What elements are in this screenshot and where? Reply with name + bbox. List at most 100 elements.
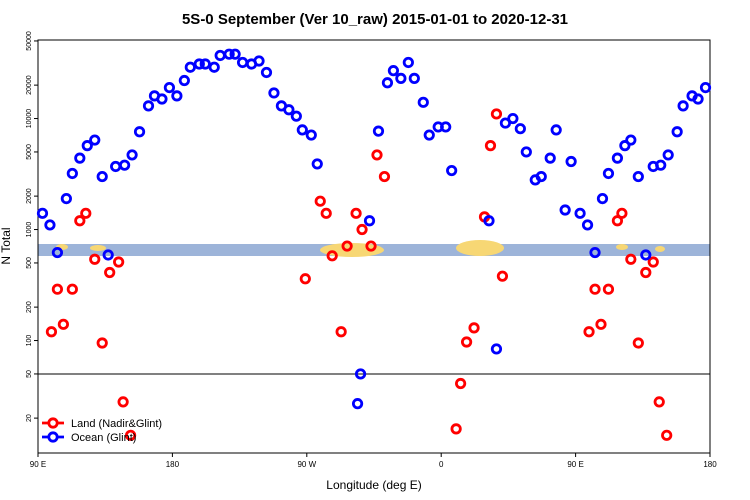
data-point <box>460 336 473 348</box>
data-point <box>341 240 353 252</box>
data-point <box>81 140 93 152</box>
data-point <box>89 253 101 265</box>
data-point <box>446 164 458 177</box>
y-tick-label: 1000 <box>26 222 33 238</box>
data-point <box>163 81 176 94</box>
data-point <box>350 207 362 219</box>
y-tick-label: 5000 <box>26 144 33 160</box>
data-point <box>535 170 547 183</box>
data-point <box>113 256 125 268</box>
x-tick-label: 90 E <box>30 460 46 469</box>
data-point <box>450 423 462 435</box>
data-point <box>214 49 226 62</box>
data-point <box>104 266 116 279</box>
data-point <box>171 90 183 102</box>
data-point <box>640 249 652 261</box>
data-point <box>395 72 407 84</box>
data-point <box>596 192 609 205</box>
y-tick-label: 50 <box>26 370 33 378</box>
data-point <box>102 249 114 261</box>
x-tick-label: 180 <box>166 460 180 469</box>
data-point <box>124 429 137 441</box>
y-tick-label: 100 <box>26 335 33 347</box>
data-point <box>314 195 326 207</box>
y-tick-label: 200 <box>26 301 33 313</box>
data-point <box>89 134 101 146</box>
x-tick-label: 0 <box>439 460 444 469</box>
data-point <box>326 250 338 262</box>
data-point <box>96 170 108 183</box>
data-point <box>208 61 220 73</box>
data-point <box>296 124 308 136</box>
data-point <box>268 87 280 99</box>
data-point <box>356 223 368 236</box>
chart-title: 5S-0 September (Ver 10_raw) 2015-01-01 t… <box>182 11 568 28</box>
data-point <box>423 129 435 141</box>
data-point <box>490 108 503 120</box>
data-point <box>193 58 205 70</box>
data-point <box>408 72 420 84</box>
data-point <box>583 326 595 338</box>
data-point <box>354 368 367 380</box>
data-point <box>619 140 631 152</box>
y-tick-label: 50000 <box>26 31 33 51</box>
data-point <box>133 126 146 138</box>
data-point <box>544 152 556 164</box>
data-point <box>653 396 665 408</box>
data-point <box>550 124 562 136</box>
data-point <box>496 270 509 282</box>
data-point <box>119 159 131 171</box>
data-point <box>80 207 92 219</box>
data-point <box>484 140 497 152</box>
data-point <box>305 129 317 141</box>
data-point <box>57 318 69 330</box>
data-point <box>335 326 347 338</box>
data-point <box>640 266 652 279</box>
legend-marker <box>47 417 59 429</box>
data-point <box>602 283 615 295</box>
data-point <box>455 377 467 390</box>
data-point <box>468 322 480 334</box>
data-point <box>110 160 122 173</box>
data-point <box>236 56 249 69</box>
data-point <box>671 126 683 138</box>
plot-frame <box>37 39 711 454</box>
data-point <box>490 343 503 355</box>
data-point <box>655 159 667 171</box>
data-point <box>559 204 571 216</box>
data-point <box>699 81 712 94</box>
data-point <box>625 253 637 265</box>
data-point <box>283 104 295 116</box>
data-point <box>365 240 377 252</box>
data-point <box>520 146 532 158</box>
data-point <box>595 318 607 330</box>
data-point <box>51 246 64 259</box>
y-tick-label: 500 <box>26 257 33 269</box>
data-point <box>574 207 586 219</box>
data-point <box>632 337 644 349</box>
data-point <box>589 246 601 259</box>
data-point <box>692 93 704 105</box>
data-point <box>417 96 429 108</box>
data-point <box>581 219 594 231</box>
data-point <box>565 155 577 168</box>
data-point <box>142 100 155 112</box>
data-point <box>507 112 519 125</box>
data-point <box>51 283 64 295</box>
data-point <box>661 429 673 441</box>
data-point <box>156 93 168 105</box>
data-point <box>178 74 190 87</box>
data-point <box>199 58 211 70</box>
x-tick-label: 90 W <box>297 460 316 469</box>
data-point <box>74 152 86 164</box>
data-point <box>66 167 78 180</box>
y-tick-label: 20000 <box>26 75 33 95</box>
data-point <box>74 215 86 227</box>
data-point <box>677 100 689 112</box>
data-point <box>602 167 615 180</box>
x-tick-label: 180 <box>703 460 717 469</box>
data-point <box>514 123 526 135</box>
data-point <box>371 149 383 161</box>
data-point <box>36 207 49 219</box>
